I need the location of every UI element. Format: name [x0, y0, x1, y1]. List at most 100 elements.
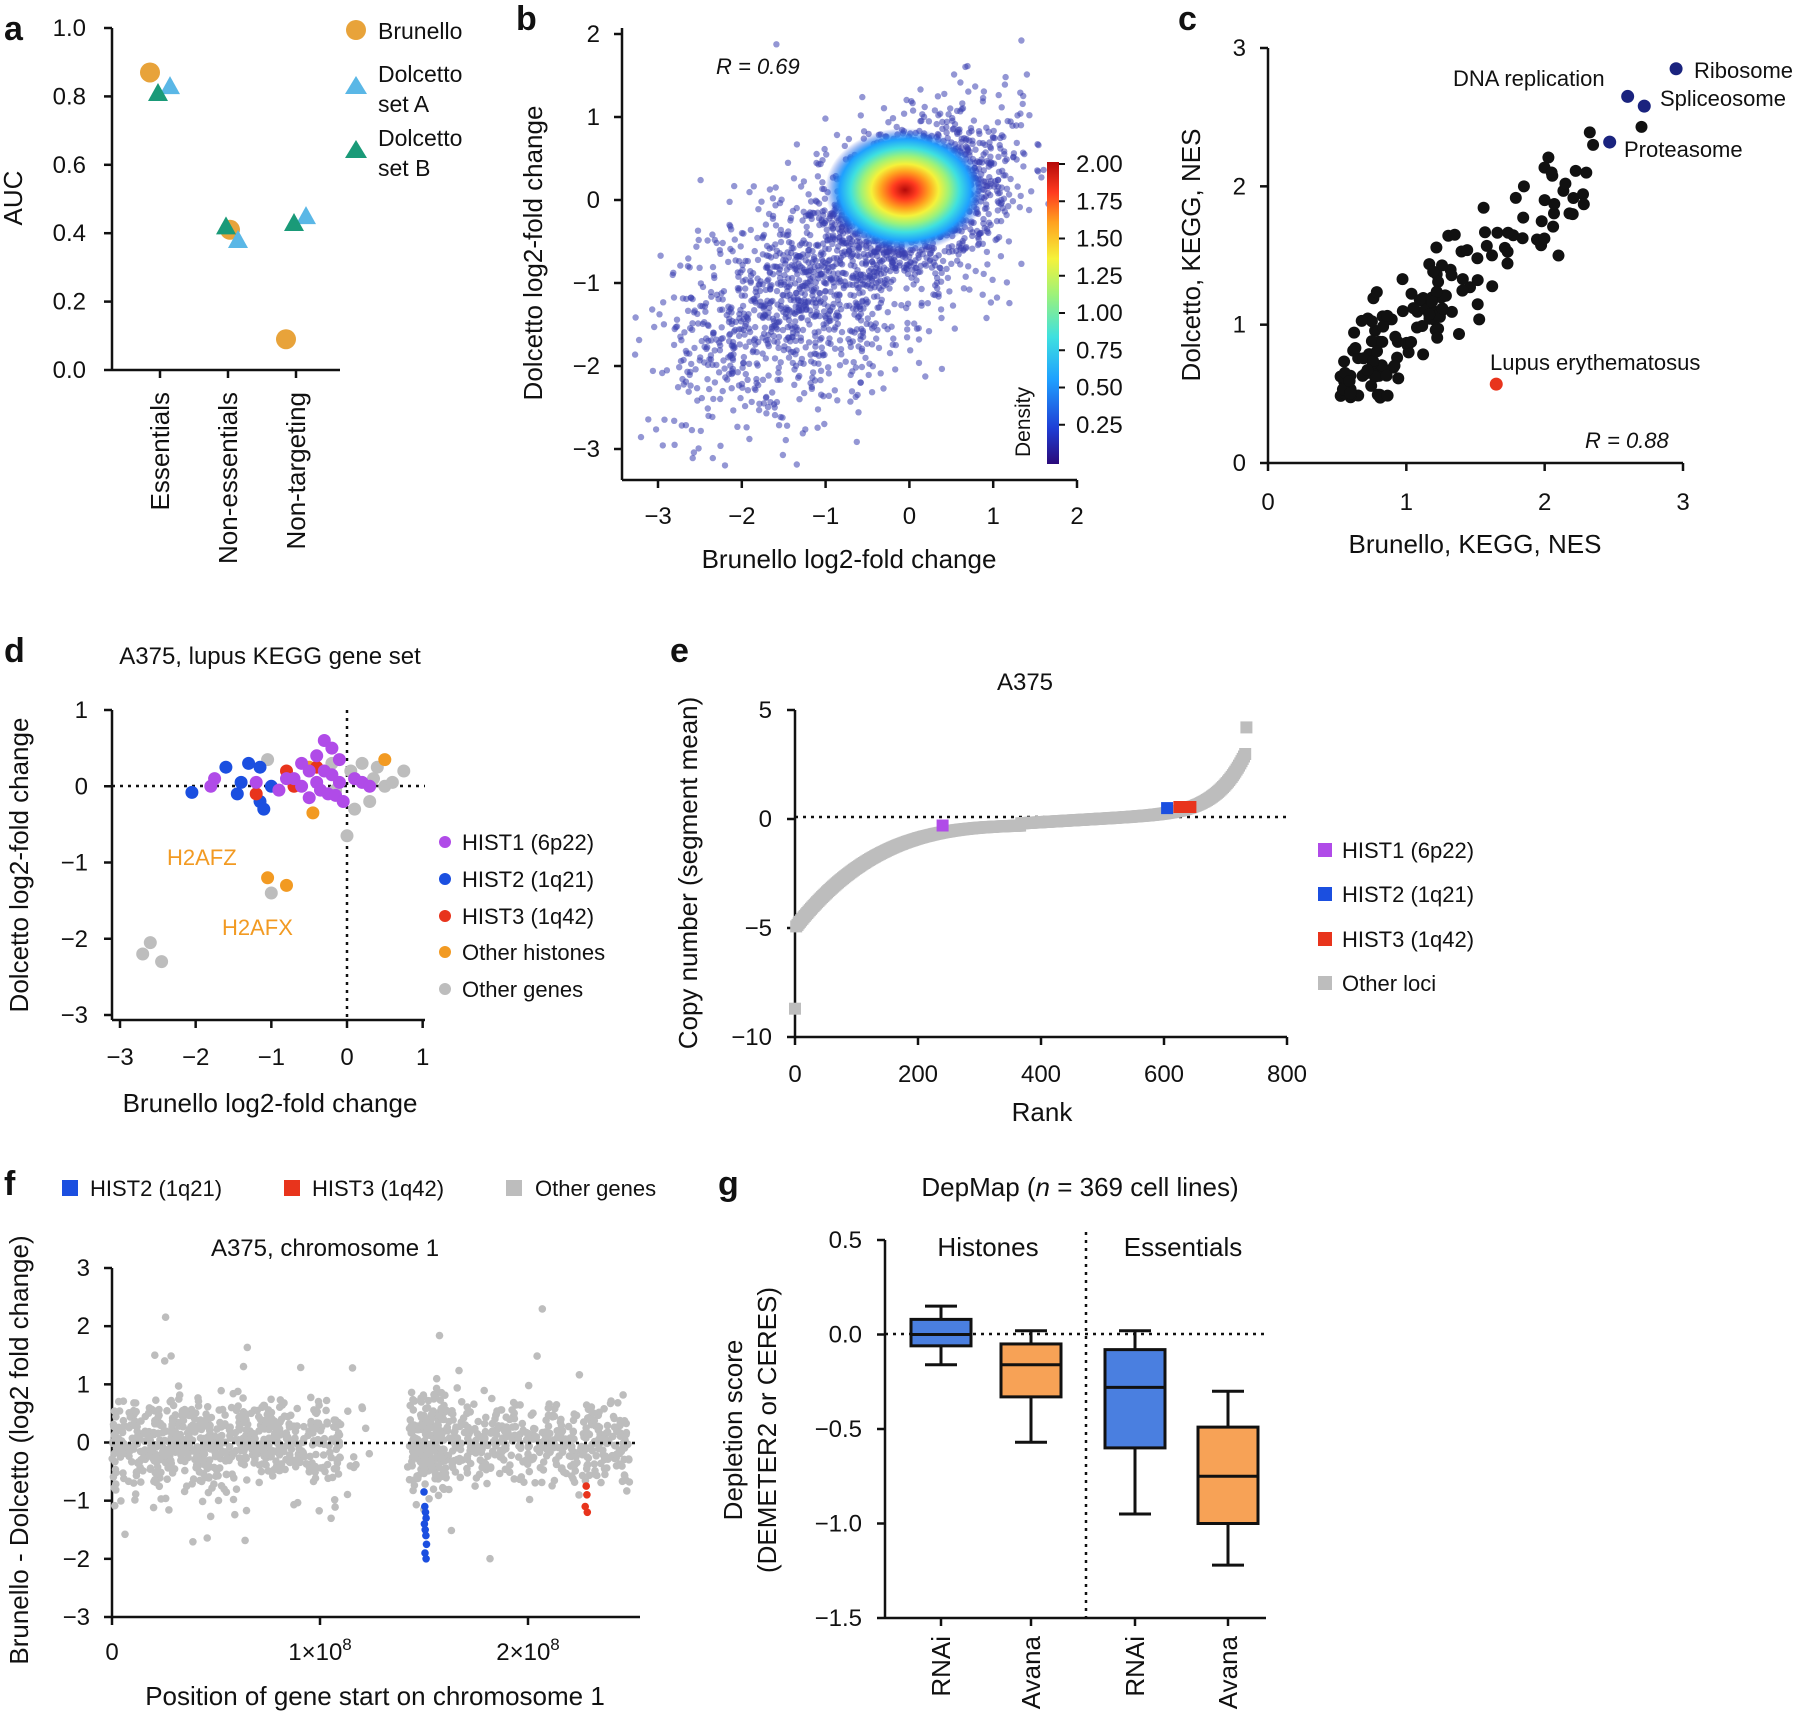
panel-c-point	[1367, 355, 1380, 367]
panel-a-point	[160, 76, 180, 95]
panel-b-point	[788, 244, 795, 252]
panel-f-point	[155, 1455, 164, 1463]
panel-f-point	[447, 1526, 456, 1535]
panel-b-point	[726, 331, 733, 339]
panel-b-colorbar-tick-label: 1.50	[1076, 226, 1123, 253]
panel-f-point	[226, 1434, 235, 1442]
panel-b-xtick-label: 0	[903, 503, 916, 530]
panel-b-point	[772, 202, 779, 209]
panel-b-point	[713, 361, 720, 369]
panel-c-point	[1423, 308, 1436, 321]
panel-f-point	[178, 1407, 187, 1416]
panel-b-point	[726, 198, 733, 205]
panel-b-point	[716, 347, 724, 354]
panel-b-point	[686, 350, 693, 357]
panel-b-point	[805, 339, 813, 346]
panel-c-point	[1436, 302, 1449, 315]
panel-b-point	[922, 373, 929, 380]
panel-b-point	[730, 328, 738, 335]
panel-b-point	[777, 238, 785, 246]
panel-b-point	[825, 370, 833, 377]
panel-b-point	[709, 231, 716, 238]
panel-b-point	[690, 449, 698, 456]
panel-b-point	[791, 310, 799, 318]
panel-b-point	[857, 332, 864, 340]
panel-f-point	[529, 1409, 537, 1417]
panel-b-point	[934, 93, 942, 100]
panel-b-point	[823, 280, 830, 287]
panel-c-point	[1431, 331, 1444, 344]
panel-b-point	[1017, 122, 1025, 129]
panel-b-point	[773, 312, 780, 319]
panel-d-point	[219, 760, 233, 774]
panel-b-point	[859, 297, 866, 304]
panel-a-point	[148, 82, 168, 101]
panel-b-point	[999, 167, 1006, 174]
panel-d-ytick-label: −3	[61, 1002, 88, 1029]
panel-f-point	[570, 1435, 578, 1443]
panel-b-point	[775, 422, 783, 429]
panel-b-point	[997, 253, 1005, 260]
panel-b-point	[703, 335, 710, 342]
panel-b-point	[834, 397, 841, 404]
panel-f-point	[268, 1414, 276, 1423]
panel-letter-f: f	[4, 1165, 16, 1203]
panel-b-xtick-label: −1	[812, 503, 839, 530]
panel-b-point	[1001, 148, 1008, 155]
panel-f-point	[463, 1403, 472, 1411]
panel-f-point	[231, 1510, 239, 1519]
panel-c-point	[1517, 180, 1530, 193]
panel-f-point	[132, 1407, 140, 1416]
panel-b-point	[819, 185, 826, 193]
panel-b-point	[840, 269, 847, 277]
panel-b-point	[802, 344, 809, 351]
panel-b-point	[812, 339, 819, 346]
panel-b-point	[1003, 279, 1011, 286]
panel-b-point	[925, 328, 933, 335]
panel-b-point	[924, 300, 931, 307]
panel-f-point	[427, 1410, 436, 1419]
panel-b-point	[663, 367, 671, 374]
panel-f-point	[582, 1424, 590, 1432]
panel-f-point	[435, 1331, 444, 1340]
panel-c-point	[1405, 287, 1418, 300]
panel-c-xtick-label: 1	[1400, 489, 1413, 516]
panel-d-point	[257, 802, 271, 816]
panel-f-point	[525, 1495, 534, 1504]
panel-b-point	[834, 309, 841, 316]
panel-f-point	[432, 1429, 441, 1437]
panel-b-point	[756, 400, 763, 407]
panel-b-point	[1009, 198, 1017, 205]
panel-f-point	[161, 1313, 170, 1321]
panel-b-point	[962, 245, 969, 252]
panel-b-point	[948, 243, 956, 250]
panel-e-ytick-label: −10	[731, 1024, 772, 1051]
panel-f-point	[409, 1476, 417, 1485]
panel-b-point	[687, 382, 694, 389]
panel-b-point	[811, 377, 819, 384]
panel-f-point	[239, 1394, 247, 1402]
panel-b-point	[891, 300, 898, 308]
panel-b-point	[969, 232, 976, 240]
panel-b-point	[684, 263, 692, 270]
panel-f-point	[619, 1391, 627, 1399]
panel-f-point	[212, 1472, 220, 1480]
panel-f-point	[543, 1443, 551, 1452]
panel-b-point	[789, 207, 797, 215]
panel-b-point	[766, 269, 773, 277]
panel-c-label-ribosome: Ribosome	[1694, 58, 1793, 83]
panel-b-point	[760, 305, 767, 312]
panel-b-point	[764, 336, 772, 344]
panel-f-point	[582, 1445, 590, 1453]
panel-b-point	[889, 115, 897, 122]
panel-b-point	[987, 145, 995, 152]
panel-f-point	[588, 1446, 596, 1455]
panel-f-hist2-point	[422, 1514, 430, 1522]
panel-f-point	[419, 1391, 428, 1399]
panel-b-point	[853, 281, 860, 289]
panel-c-point	[1432, 275, 1445, 288]
panel-b-point	[873, 279, 880, 287]
panel-f-point	[625, 1478, 634, 1486]
panel-b-point	[1025, 206, 1033, 214]
panel-f-point	[215, 1464, 224, 1472]
